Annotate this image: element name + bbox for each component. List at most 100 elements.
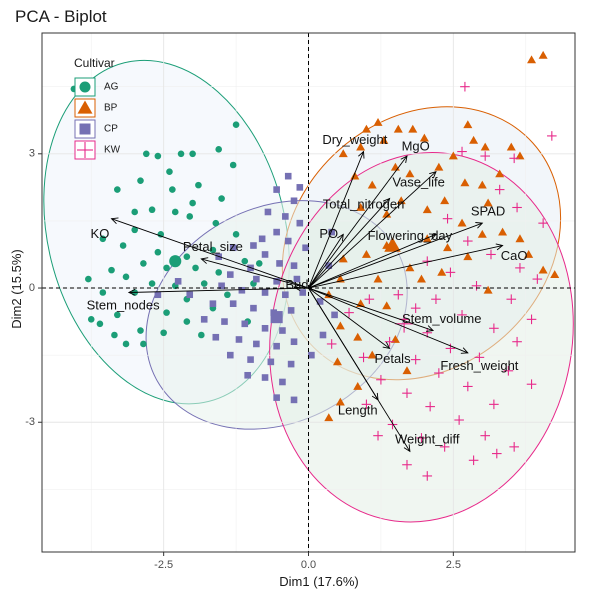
data-point — [96, 320, 104, 328]
data-point — [273, 186, 280, 193]
arrow-head — [358, 150, 365, 159]
data-point — [171, 208, 179, 216]
data-point — [229, 244, 237, 252]
arrow-head — [428, 233, 437, 240]
data-point — [468, 455, 479, 466]
data-point — [163, 309, 170, 316]
data-point — [503, 366, 514, 376]
data-point — [419, 133, 429, 142]
variable-arrow: Dry_weight — [308, 132, 388, 289]
legend-item-kw[interactable]: KW — [74, 140, 121, 160]
data-point — [284, 172, 292, 180]
series-bp — [324, 50, 560, 422]
data-point — [495, 169, 505, 178]
data-point — [509, 442, 519, 452]
legend[interactable]: Cultivar AG BP CP KW — [74, 56, 121, 160]
data-point — [457, 146, 467, 157]
data-point — [457, 218, 467, 227]
data-point — [299, 289, 307, 296]
data-point — [486, 249, 496, 260]
data-point — [296, 219, 304, 227]
data-point — [99, 235, 107, 243]
data-point — [416, 433, 427, 443]
arrow-head — [400, 155, 408, 163]
data-point — [382, 209, 392, 218]
data-point — [169, 186, 176, 193]
group-centroid — [384, 237, 401, 252]
variable-arrow: Stem_nodes — [87, 287, 309, 312]
arrow-shaft — [308, 287, 411, 452]
variable-arrow: SPAD — [308, 203, 505, 289]
data-point — [338, 254, 348, 263]
data-point — [273, 342, 280, 350]
data-point — [253, 340, 260, 348]
data-point — [437, 267, 447, 276]
data-point — [250, 242, 257, 249]
data-point — [353, 332, 363, 341]
data-point — [515, 151, 525, 160]
y-tick-label: -3 — [25, 416, 35, 428]
data-point — [526, 314, 537, 325]
data-point — [212, 333, 220, 341]
legend-item-bp[interactable]: BP — [74, 98, 118, 118]
x-tick-label: 2.5 — [446, 559, 461, 571]
data-point — [267, 358, 275, 366]
data-point — [489, 323, 499, 334]
data-point — [261, 289, 269, 296]
variable-label: Petal_size — [183, 239, 243, 254]
data-point — [382, 301, 392, 310]
data-point — [457, 310, 467, 320]
data-point — [393, 289, 404, 300]
data-point — [532, 274, 543, 284]
legend-label: BP — [104, 103, 118, 114]
variable-arrows: KO Petal_size Stem_nodes Bud Dry_weight MgO Va… — [87, 132, 528, 453]
data-point — [527, 55, 537, 64]
data-point — [402, 366, 412, 375]
data-point — [218, 282, 225, 290]
data-point — [273, 394, 280, 401]
variable-arrow: Flowering_day — [308, 228, 453, 289]
legend-marker — [79, 81, 91, 93]
data-point — [154, 152, 162, 160]
data-point — [290, 396, 298, 404]
arrow-shaft — [308, 233, 437, 289]
arrow-shaft — [308, 222, 483, 289]
data-point — [364, 294, 375, 305]
axes: -2.5 0.0 2.5 -3 0 3 — [25, 32, 576, 571]
data-point — [376, 374, 386, 385]
series-ag — [70, 85, 263, 348]
arrow-head — [127, 288, 136, 296]
legend-item-ag[interactable]: AG — [74, 77, 119, 97]
data-point — [154, 248, 162, 256]
data-point — [434, 368, 444, 378]
data-points — [70, 50, 560, 481]
variable-arrow: Petals — [308, 287, 411, 366]
data-point — [373, 274, 383, 283]
data-point — [463, 236, 473, 246]
variable-label: Vase_life — [392, 174, 445, 189]
data-point — [111, 331, 118, 339]
variable-label: SPAD — [471, 203, 505, 218]
variable-arrow: Vase_life — [308, 171, 445, 289]
chart-title: PCA - Biplot — [15, 7, 107, 26]
data-point — [131, 226, 138, 234]
data-point — [85, 275, 92, 283]
data-point — [402, 459, 412, 470]
x-tick-label: 0.0 — [301, 559, 316, 571]
legend-item-cp[interactable]: CP — [74, 119, 118, 139]
data-point — [186, 291, 194, 299]
data-point — [512, 202, 522, 213]
data-point — [87, 316, 95, 323]
data-point — [425, 401, 435, 412]
data-point — [163, 264, 170, 272]
data-point — [183, 318, 191, 325]
data-point — [183, 253, 191, 261]
data-point — [324, 413, 334, 422]
data-point — [261, 374, 269, 381]
legend-title: Cultivar — [74, 56, 115, 70]
data-point — [148, 206, 156, 214]
data-point — [189, 199, 196, 207]
data-point — [209, 246, 217, 254]
data-point — [261, 251, 269, 258]
data-point — [524, 249, 534, 258]
